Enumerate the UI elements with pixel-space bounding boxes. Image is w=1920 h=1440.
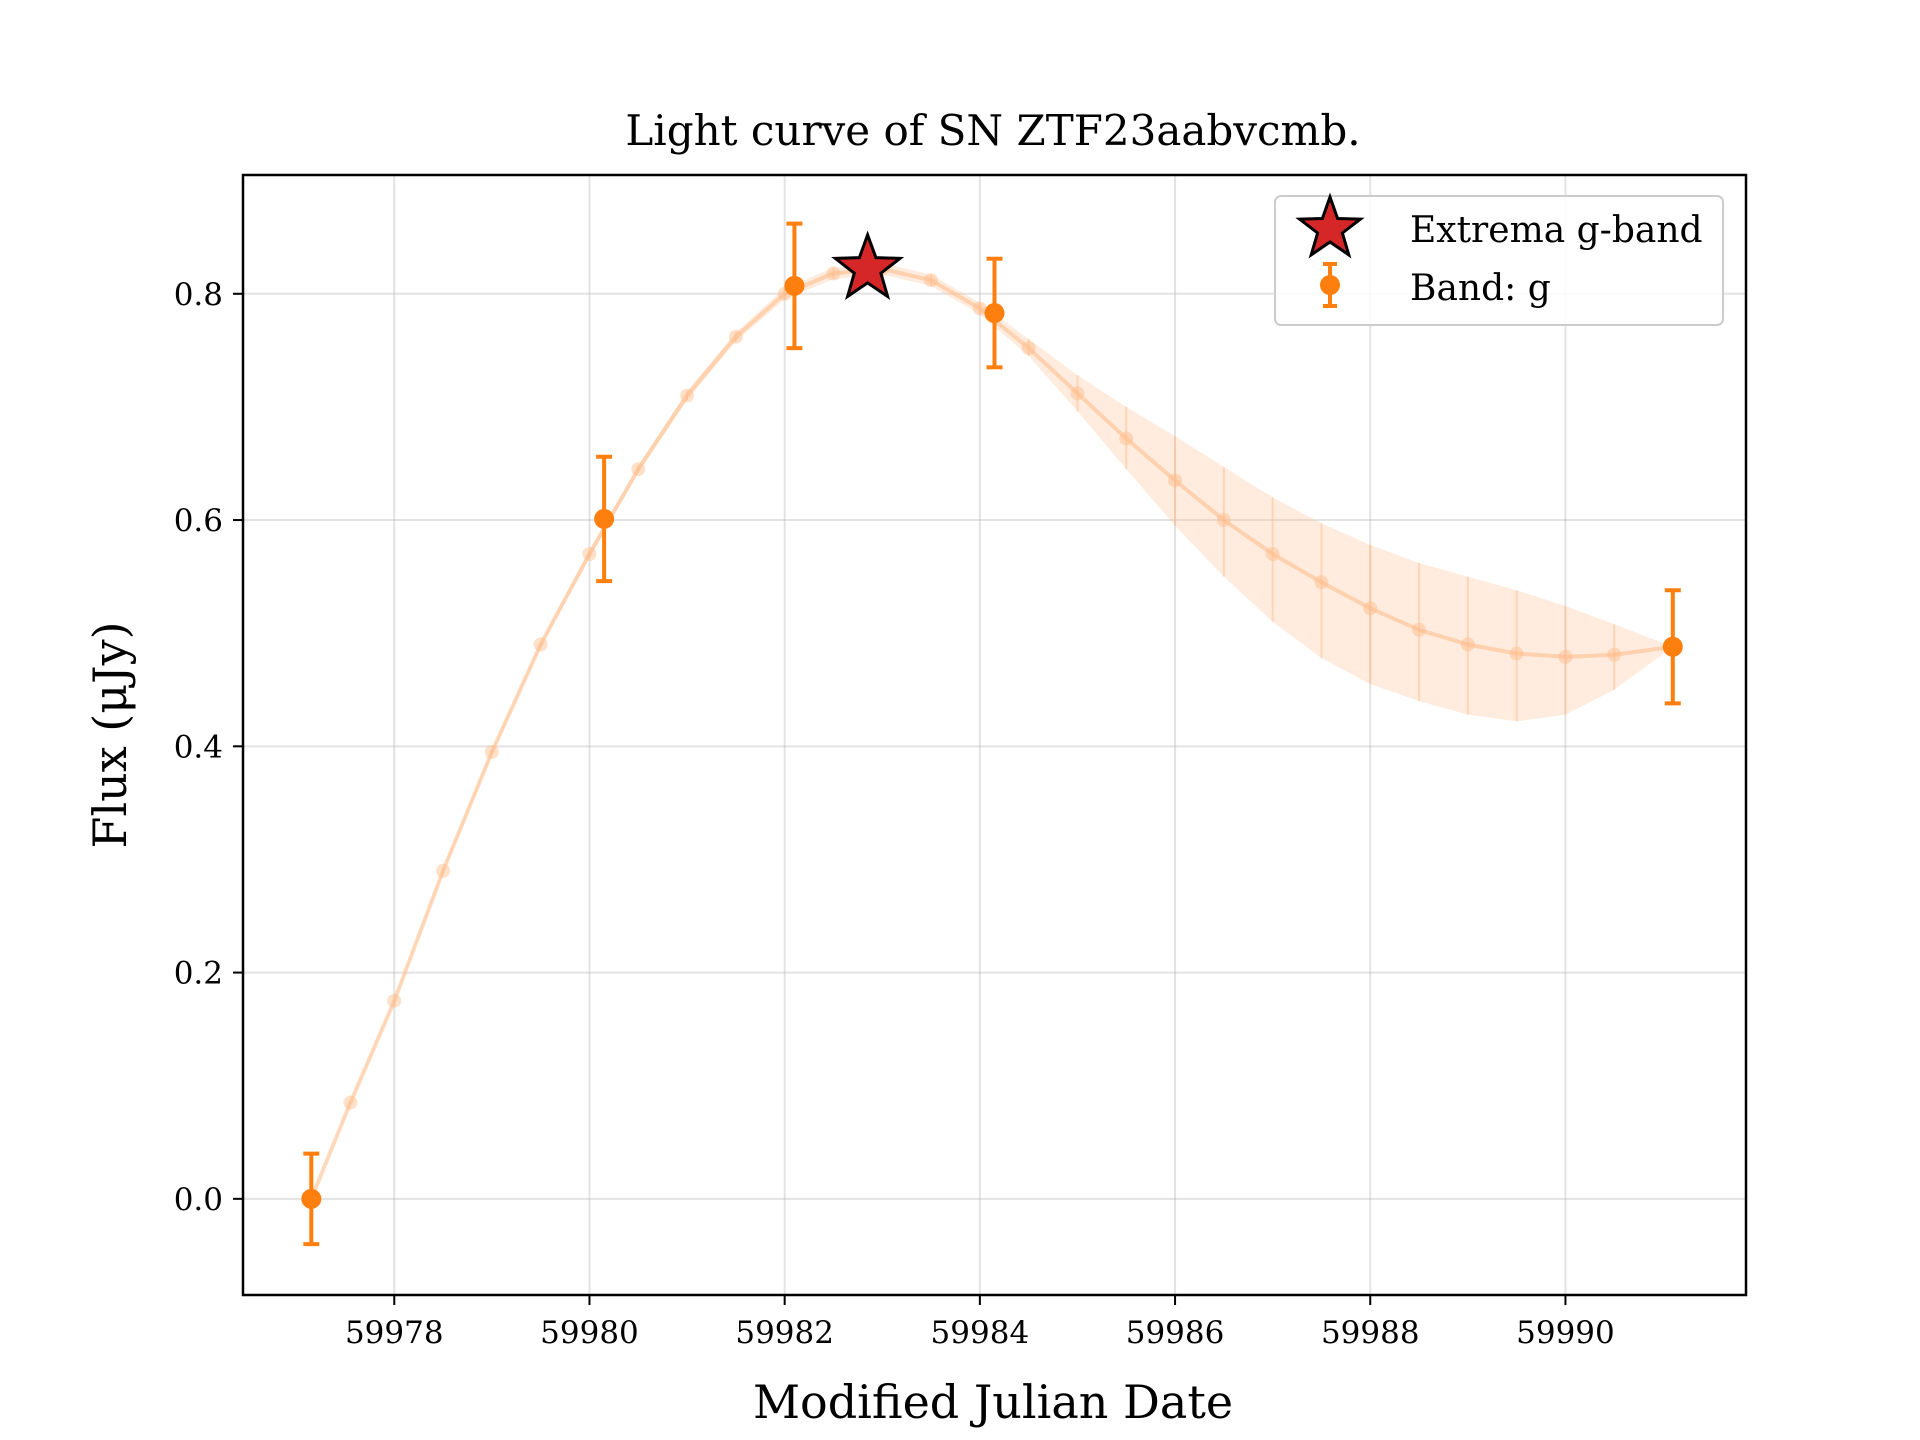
axis-ticks: 59978 59980 59982 59984 59986 59988 59990 0.0 0.… [174, 277, 1615, 1351]
fit-point [1021, 341, 1036, 356]
fit-point [387, 993, 402, 1008]
fit-point [1558, 649, 1573, 664]
data-point [301, 1188, 322, 1209]
y-tick-label: 0.8 [174, 277, 223, 313]
y-axis-label: Flux (μJy) [83, 621, 137, 848]
legend-star-icon [1295, 192, 1365, 259]
x-tick-label: 59988 [1321, 1315, 1420, 1351]
data-point [984, 303, 1005, 324]
data-point [1662, 636, 1683, 657]
legend-box [1274, 195, 1724, 326]
fit-curve [304, 261, 1680, 1206]
fit-point [1216, 513, 1231, 528]
x-tick-label: 59982 [735, 1315, 834, 1351]
fit-point [1265, 546, 1280, 561]
fit-point [1314, 575, 1329, 590]
fit-point [924, 273, 939, 288]
fit-point [1070, 386, 1085, 401]
fit-point [631, 462, 646, 477]
legend: Extrema g-band Band: g [1274, 192, 1724, 326]
fit-point [1509, 646, 1524, 661]
plot-frame [241, 173, 1748, 1297]
data-point [594, 508, 615, 529]
g-band-points [301, 221, 1683, 1247]
legend-label-band: Band: g [1410, 268, 1551, 309]
fit-point [972, 301, 987, 316]
fit-point [582, 546, 597, 561]
x-tick-label: 59980 [540, 1315, 639, 1351]
x-tick-label: 59978 [345, 1315, 444, 1351]
fit-point [1168, 473, 1183, 488]
x-axis-label: Modified Julian Date [753, 1375, 1233, 1429]
uncertainty-band-area [311, 263, 1673, 1199]
fit-point [1412, 622, 1427, 637]
fit-point [728, 329, 743, 344]
fit-point [484, 744, 499, 759]
x-tick-label: 59990 [1516, 1315, 1615, 1351]
fit-curve-line [309, 266, 1674, 1200]
data-point [784, 275, 805, 296]
y-tick-label: 0.6 [174, 503, 223, 539]
fit-point [436, 863, 451, 878]
uncertainty-band [311, 263, 1673, 1199]
legend-dot-icon [1320, 262, 1340, 308]
grid-layer [243, 175, 1746, 1295]
legend-label-extrema: Extrema g-band [1410, 210, 1703, 251]
fit-point [826, 266, 841, 281]
extrema-star [831, 230, 905, 300]
fit-point [1460, 637, 1475, 652]
fit-point [343, 1095, 358, 1110]
y-tick-label: 0.2 [174, 956, 223, 992]
legend-dot [1320, 275, 1340, 295]
fit-point [680, 388, 695, 403]
x-tick-label: 59986 [1126, 1315, 1225, 1351]
y-tick-label: 0.0 [174, 1182, 223, 1218]
fit-point [1363, 601, 1378, 616]
fit-point [1607, 647, 1622, 662]
extrema-markers [831, 230, 905, 300]
y-tick-label: 0.4 [174, 729, 223, 765]
fit-point [1119, 431, 1134, 446]
fit-point [533, 637, 548, 652]
x-tick-label: 59984 [931, 1315, 1030, 1351]
chart-title: Light curve of SN ZTF23aabvcmb. [625, 106, 1360, 155]
